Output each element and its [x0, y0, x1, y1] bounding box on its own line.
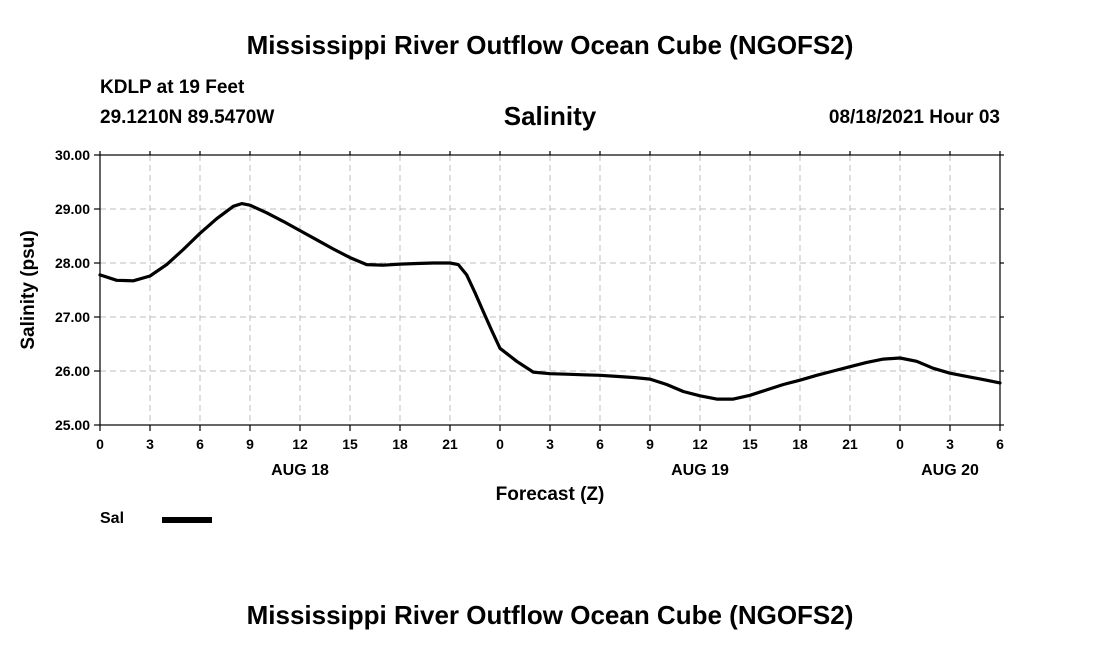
x-tick-label: 12 — [692, 436, 708, 452]
y-tick-label: 27.00 — [55, 309, 90, 325]
x-tick-label: 18 — [392, 436, 408, 452]
x-tick-label: 0 — [896, 436, 904, 452]
axis-ticks — [94, 151, 1004, 431]
chart-title: Mississippi River Outflow Ocean Cube (NG… — [246, 30, 854, 60]
x-tick-label: 0 — [496, 436, 504, 452]
footer-title: Mississippi River Outflow Ocean Cube (NG… — [246, 600, 854, 630]
x-tick-label: 9 — [246, 436, 254, 452]
x-tick-label: 15 — [742, 436, 758, 452]
x-tick-label: 6 — [196, 436, 204, 452]
x-tick-label: 21 — [842, 436, 858, 452]
y-tick-label: 25.00 — [55, 417, 90, 433]
y-tick-label: 26.00 — [55, 363, 90, 379]
y-tick-label: 29.00 — [55, 201, 90, 217]
series-line-sal — [98, 202, 1002, 401]
legend-swatch — [162, 517, 212, 523]
coordinates-label: 29.1210N 89.5470W — [100, 107, 275, 128]
x-axis-title: Forecast (Z) — [496, 484, 605, 505]
x-tick-label: 18 — [792, 436, 808, 452]
x-tick-label: 6 — [596, 436, 604, 452]
x-tick-label: 3 — [946, 436, 954, 452]
legend-label: Sal — [100, 510, 125, 527]
grid-lines — [100, 155, 1000, 425]
x-tick-label: 15 — [342, 436, 358, 452]
station-label: KDLP at 19 Feet — [100, 77, 245, 98]
x-tick-label: 3 — [546, 436, 554, 452]
x-tick-label: 3 — [146, 436, 154, 452]
x-tick-label: 0 — [96, 436, 104, 452]
datetime-label: 08/18/2021 Hour 03 — [828, 107, 1000, 128]
y-tick-labels: 25.00 26.00 27.00 28.00 29.00 30.00 — [55, 147, 90, 433]
x-tick-label: 21 — [442, 436, 458, 452]
x-tick-label: 12 — [292, 436, 308, 452]
y-axis-title: Salinity (psu) — [18, 230, 39, 349]
day-labels: AUG 18 AUG 19 AUG 20 — [271, 462, 979, 479]
x-tick-label: 6 — [996, 436, 1004, 452]
day-label: AUG 18 — [271, 462, 329, 479]
x-tick-label: 9 — [646, 436, 654, 452]
variable-title: Salinity — [503, 101, 597, 131]
x-tick-labels: 0 3 6 9 12 15 18 21 0 3 6 9 12 15 18 21 0 3 6 — [96, 436, 1004, 452]
y-tick-label: 30.00 — [55, 147, 90, 163]
day-label: AUG 20 — [921, 462, 979, 479]
y-tick-label: 28.00 — [55, 255, 90, 271]
day-label: AUG 19 — [671, 462, 729, 479]
